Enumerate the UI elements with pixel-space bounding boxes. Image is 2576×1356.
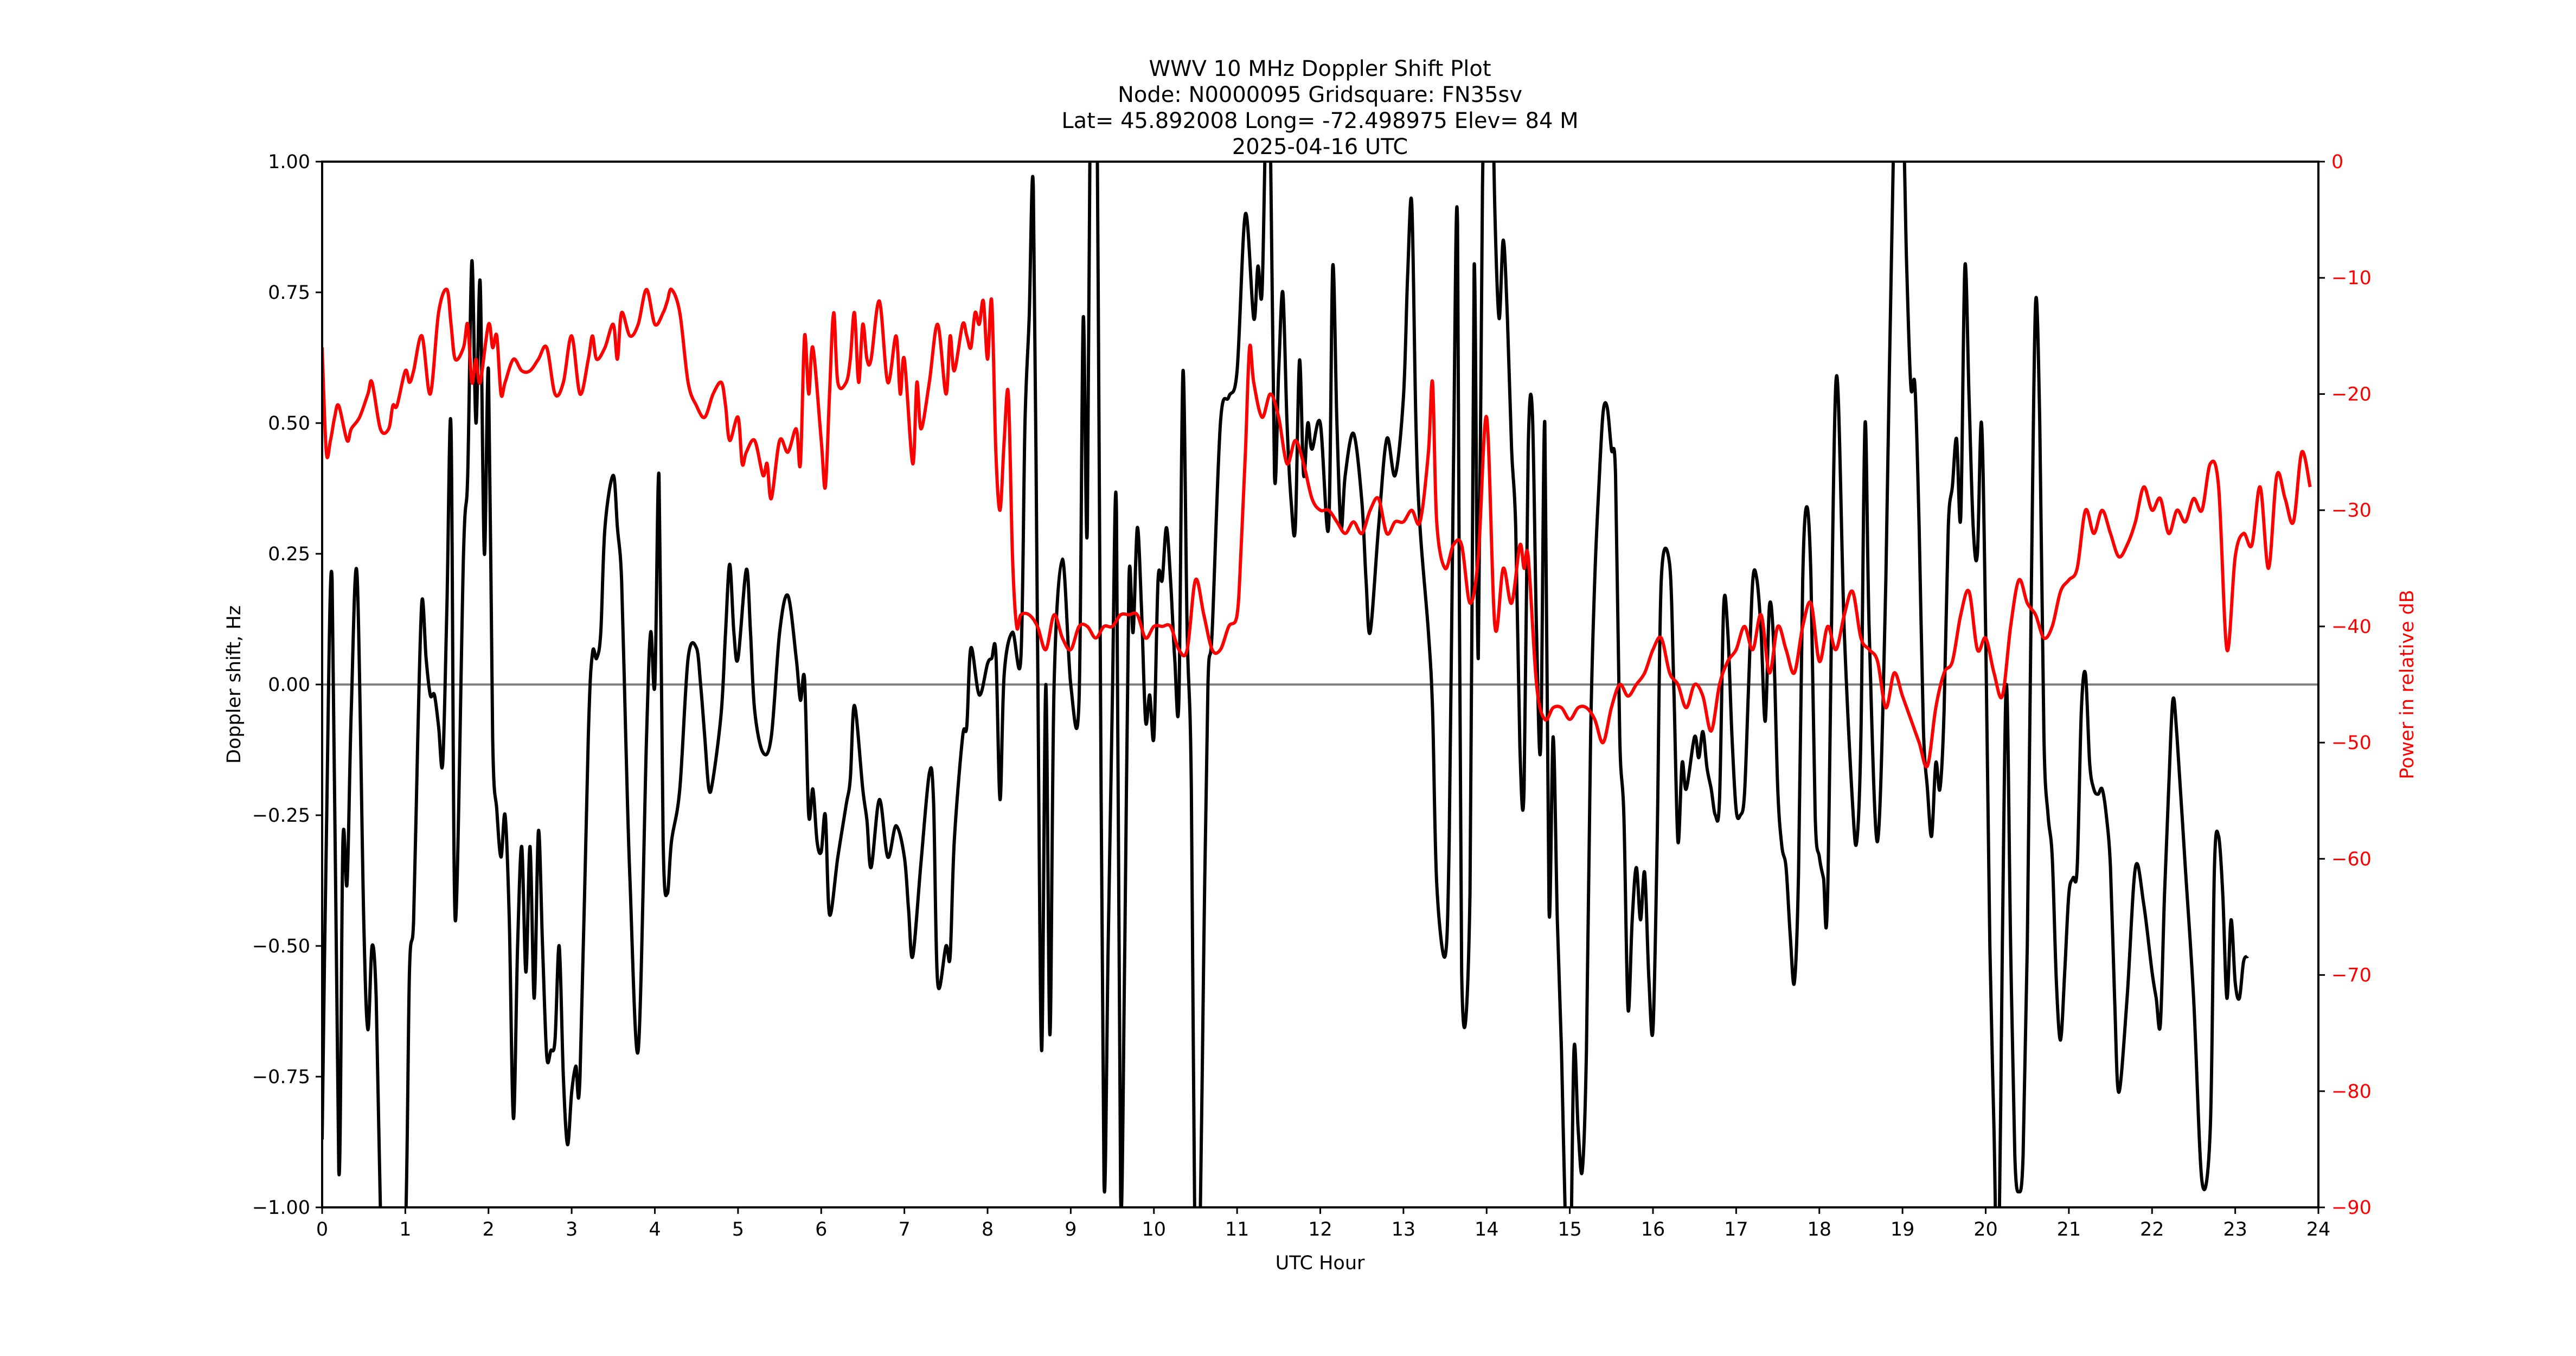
right-y-tick-label: −90 <box>2331 1197 2372 1219</box>
right-y-tick-label: −80 <box>2331 1081 2372 1103</box>
left-y-tick-label: 0.00 <box>268 674 310 696</box>
right-y-tick-label: 0 <box>2331 151 2343 173</box>
x-tick-label: 6 <box>815 1219 827 1240</box>
x-tick-label: 19 <box>1891 1219 1915 1240</box>
right-y-tick-label: −40 <box>2331 616 2372 638</box>
x-tick-label: 24 <box>2306 1219 2331 1240</box>
left-y-tick-label: 0.50 <box>268 413 310 434</box>
title-line-1: WWV 10 MHz Doppler Shift Plot <box>1149 56 1491 81</box>
left-y-tick-label: 1.00 <box>268 151 310 173</box>
right-y-axis-ticks: 0 −10 −20 −30 −40 −50 −60 −70 −80 −90 <box>2318 151 2372 1219</box>
title-line-4: 2025-04-16 UTC <box>1232 135 1408 159</box>
x-tick-label: 15 <box>1558 1219 1582 1240</box>
x-tick-label: 4 <box>649 1219 661 1240</box>
doppler-shift-line <box>322 162 2249 1207</box>
left-y-axis-ticks: 1.00 0.75 0.50 0.25 0.00 −0.25 −0.50 −0.75 −1.00 <box>252 151 322 1219</box>
x-tick-label: 22 <box>2140 1219 2164 1240</box>
right-y-tick-label: −30 <box>2331 500 2372 522</box>
left-y-axis-label: Doppler shift, Hz <box>223 605 245 764</box>
left-y-tick-label: −0.25 <box>252 805 310 827</box>
x-tick-label: 23 <box>2223 1219 2247 1240</box>
title-line-2: Node: N0000095 Gridsquare: FN35sv <box>1118 82 1522 107</box>
right-y-tick-label: −10 <box>2331 267 2372 289</box>
left-y-tick-label: −0.50 <box>252 936 310 957</box>
left-y-tick-label: −1.00 <box>252 1197 310 1219</box>
x-tick-label: 0 <box>316 1219 328 1240</box>
x-axis-ticks: 0 1 2 3 4 5 6 7 8 9 10 11 12 13 14 15 16 17 18 19 20 21 22 23 24 <box>316 1207 2330 1240</box>
x-tick-label: 5 <box>732 1219 744 1240</box>
right-y-axis-label: Power in relative dB <box>2396 590 2418 779</box>
x-tick-label: 18 <box>1807 1219 1831 1240</box>
x-tick-label: 12 <box>1308 1219 1332 1240</box>
x-tick-label: 10 <box>1142 1219 1166 1240</box>
x-tick-label: 11 <box>1225 1219 1249 1240</box>
x-tick-label: 20 <box>1973 1219 1998 1240</box>
x-tick-label: 16 <box>1641 1219 1665 1240</box>
x-tick-label: 7 <box>898 1219 910 1240</box>
x-tick-label: 8 <box>982 1219 994 1240</box>
right-y-tick-label: −70 <box>2331 965 2372 987</box>
x-tick-label: 2 <box>483 1219 495 1240</box>
right-y-tick-label: −50 <box>2331 732 2372 754</box>
x-tick-label: 21 <box>2057 1219 2081 1240</box>
power-line <box>322 287 2312 769</box>
x-tick-label: 1 <box>399 1219 411 1240</box>
title-line-3: Lat= 45.892008 Long= -72.498975 Elev= 84… <box>1061 108 1578 133</box>
left-y-tick-label: 0.75 <box>268 282 310 304</box>
left-y-tick-label: 0.25 <box>268 543 310 565</box>
left-y-tick-label: −0.75 <box>252 1066 310 1088</box>
x-tick-label: 13 <box>1392 1219 1416 1240</box>
right-y-tick-label: −20 <box>2331 383 2372 405</box>
x-tick-label: 17 <box>1724 1219 1748 1240</box>
x-tick-label: 14 <box>1475 1219 1499 1240</box>
chart-title: WWV 10 MHz Doppler Shift Plot Node: N000… <box>1061 56 1578 159</box>
right-y-tick-label: −60 <box>2331 848 2372 870</box>
x-tick-label: 3 <box>566 1219 578 1240</box>
x-axis-label: UTC Hour <box>1276 1252 1365 1274</box>
x-tick-label: 9 <box>1065 1219 1076 1240</box>
